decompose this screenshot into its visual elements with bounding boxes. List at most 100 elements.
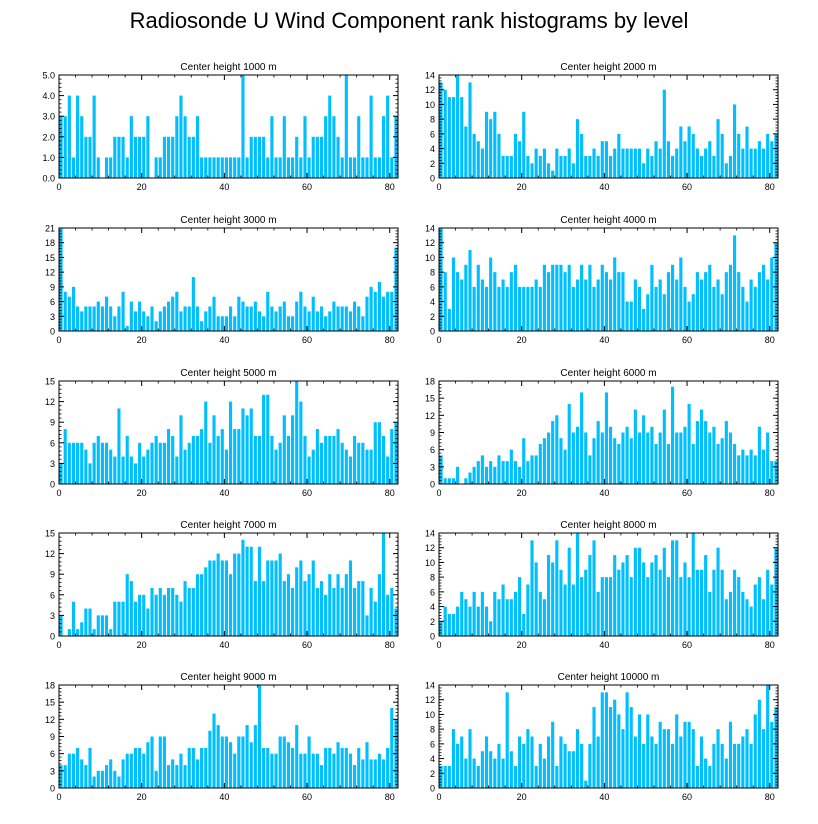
bar bbox=[604, 692, 608, 788]
bar bbox=[683, 721, 687, 788]
x-tick-label: 0 bbox=[56, 792, 61, 802]
bar bbox=[724, 163, 728, 178]
bar bbox=[600, 692, 604, 788]
y-tick-label: 3.0 bbox=[42, 112, 55, 122]
bar bbox=[319, 136, 324, 178]
bar bbox=[546, 272, 551, 331]
bar bbox=[637, 286, 642, 331]
bar bbox=[505, 599, 509, 636]
bar bbox=[109, 449, 113, 484]
bar bbox=[625, 692, 629, 788]
x-tick-label: 80 bbox=[385, 792, 395, 802]
bar bbox=[307, 574, 311, 636]
bar bbox=[142, 594, 146, 636]
bar bbox=[353, 301, 357, 331]
bar bbox=[373, 601, 377, 636]
bar bbox=[567, 403, 571, 484]
bar bbox=[737, 577, 741, 636]
bar bbox=[571, 163, 575, 178]
bar bbox=[761, 449, 766, 484]
bar bbox=[191, 587, 195, 636]
bar bbox=[563, 155, 567, 178]
bar bbox=[513, 765, 518, 788]
bar bbox=[745, 455, 749, 484]
bar bbox=[439, 228, 443, 331]
bar bbox=[571, 584, 575, 636]
bar bbox=[737, 272, 741, 331]
bar bbox=[324, 116, 328, 178]
bar bbox=[166, 301, 171, 331]
y-tick-label: 0.0 bbox=[42, 174, 55, 184]
bar bbox=[249, 546, 253, 636]
bar bbox=[575, 279, 580, 331]
x-tick-label: 80 bbox=[765, 182, 775, 192]
bar bbox=[84, 136, 88, 178]
bar bbox=[530, 736, 534, 788]
bar bbox=[88, 463, 92, 484]
bar bbox=[687, 403, 691, 484]
x-tick-label: 60 bbox=[682, 488, 692, 498]
bar bbox=[567, 751, 571, 788]
bar bbox=[753, 286, 757, 331]
y-tick-label: 6 bbox=[430, 587, 435, 597]
bar bbox=[753, 148, 757, 178]
bar bbox=[332, 301, 336, 331]
bar bbox=[716, 119, 720, 178]
bar bbox=[88, 608, 92, 636]
bar bbox=[551, 562, 555, 636]
bar bbox=[224, 449, 228, 484]
y-tick-label: 2 bbox=[430, 617, 435, 627]
bar bbox=[761, 148, 766, 178]
bar bbox=[142, 753, 146, 788]
bar bbox=[456, 743, 460, 788]
y-tick-label: 8 bbox=[430, 725, 435, 735]
bar bbox=[154, 770, 158, 788]
bar bbox=[344, 75, 348, 178]
bar bbox=[76, 629, 80, 636]
bar bbox=[237, 157, 241, 178]
bar bbox=[237, 296, 241, 331]
plot-frame bbox=[438, 532, 779, 637]
y-tick-label: 0 bbox=[430, 784, 435, 794]
y-tick-label: 9 bbox=[430, 428, 435, 438]
bar bbox=[71, 442, 76, 484]
x-tick-label: 60 bbox=[682, 640, 692, 650]
bar bbox=[580, 264, 584, 331]
bar bbox=[150, 736, 154, 788]
y-tick-label: 12 bbox=[425, 411, 435, 421]
bar bbox=[741, 286, 745, 331]
bar bbox=[629, 148, 633, 178]
bar bbox=[390, 587, 394, 636]
bar bbox=[443, 606, 447, 636]
bar bbox=[142, 456, 146, 484]
bar bbox=[381, 533, 386, 636]
y-tick-label: 18 bbox=[45, 681, 55, 691]
panel-title: Center height 9000 m bbox=[180, 672, 276, 683]
bar bbox=[555, 540, 559, 636]
bar bbox=[480, 279, 484, 331]
bar bbox=[175, 594, 179, 636]
y-tick-label: 4 bbox=[430, 754, 435, 764]
y-tick-label: 14 bbox=[425, 681, 435, 691]
bar bbox=[179, 95, 183, 178]
bar bbox=[208, 560, 212, 636]
bar bbox=[100, 770, 104, 788]
bar bbox=[71, 286, 76, 331]
bar bbox=[484, 736, 489, 788]
bar bbox=[555, 765, 559, 788]
bar bbox=[484, 606, 489, 636]
bar bbox=[468, 606, 472, 636]
bar bbox=[728, 264, 733, 331]
bar bbox=[443, 89, 447, 178]
y-tick-label: 15 bbox=[45, 698, 55, 708]
bar bbox=[233, 157, 237, 178]
plot-frame bbox=[58, 74, 399, 179]
bar bbox=[745, 126, 749, 178]
bar bbox=[497, 599, 501, 636]
bar bbox=[257, 685, 262, 788]
x-tick-label: 0 bbox=[436, 182, 441, 192]
bar bbox=[138, 442, 142, 484]
bar bbox=[291, 587, 295, 636]
y-tick-label: 12 bbox=[425, 238, 435, 248]
bar bbox=[67, 753, 71, 788]
